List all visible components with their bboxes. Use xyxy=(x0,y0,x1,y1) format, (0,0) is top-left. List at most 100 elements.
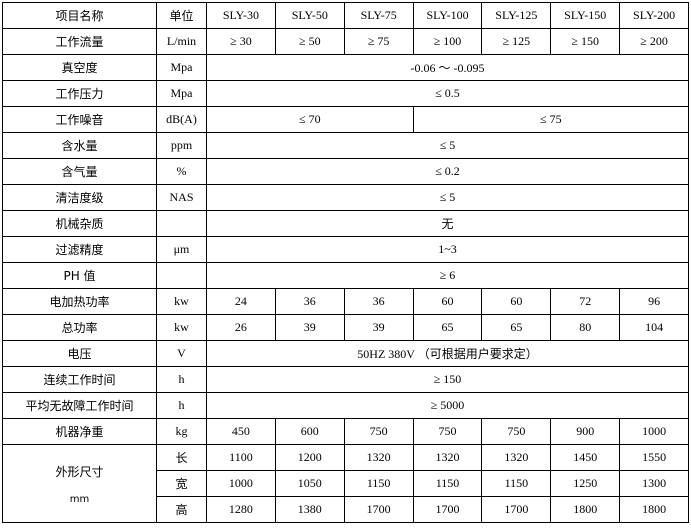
header-cell: SLY-125 xyxy=(481,2,552,29)
unit-cell: μm xyxy=(156,236,207,263)
row: 过滤精度 μm 1~3 xyxy=(2,236,690,263)
row: 机械杂质 无 xyxy=(2,210,690,237)
value-cell: 26 xyxy=(206,314,276,341)
value-cell: ≥ 50 xyxy=(274,28,345,55)
value-cell: ≥ 150 xyxy=(550,28,621,55)
value-cell: 36 xyxy=(274,288,345,315)
row: 含气量% ≤ 0.2 xyxy=(2,158,690,185)
unit-cell: L/min xyxy=(156,28,207,55)
value-cell: 1320 xyxy=(412,444,483,471)
header-cell: 单位 xyxy=(156,2,207,29)
unit-cell: 长 xyxy=(156,444,207,471)
header-cell: SLY-30 xyxy=(206,2,276,29)
row-label: 电压 xyxy=(2,340,157,367)
unit-cell: dB(A) xyxy=(156,106,207,133)
header-cell: SLY-150 xyxy=(550,2,621,29)
value-cell: 600 xyxy=(274,418,345,445)
value-cell: 39 xyxy=(343,314,414,341)
row-label: PH 值 xyxy=(2,262,157,289)
value-cell: 104 xyxy=(619,314,690,341)
value-cell: 1200 xyxy=(274,444,345,471)
row: 工作噪音 dB(A) ≤ 70 ≤ 75 xyxy=(2,106,690,133)
header-cell: SLY-100 xyxy=(412,2,483,29)
value-cell: 450 xyxy=(206,418,276,445)
value-cell: 1300 xyxy=(619,470,690,497)
value-cell: 1380 xyxy=(274,496,345,523)
value-cell: 60 xyxy=(481,288,552,315)
value-cell: 1700 xyxy=(343,496,414,523)
value-cell: 80 xyxy=(550,314,621,341)
row-label: 含水量 xyxy=(2,132,157,159)
value-cell: 1800 xyxy=(550,496,621,523)
value-cell: 900 xyxy=(550,418,621,445)
unit-cell: h xyxy=(156,366,207,393)
row-label: 工作流量 xyxy=(2,28,157,55)
value-cell: 750 xyxy=(412,418,483,445)
row: 外形尺寸 mm 长 1100 1200 1320 1320 1320 1450 1550 xyxy=(2,444,690,523)
header-row: 项目名称 单位 SLY-30 SLY-50 SLY-75 SLY-100 SLY-125 SL… xyxy=(2,2,690,29)
value-cell: ≥ 30 xyxy=(206,28,276,55)
value-cell: 1000 xyxy=(619,418,690,445)
value-cell: ≤ 75 xyxy=(412,106,690,133)
row: 含水量 ppm ≤ 5 xyxy=(2,132,690,159)
unit-cell: NAS xyxy=(156,184,207,211)
row: 工作流量 L/min ≥ 30 ≥ 50 ≥ 75 ≥ 100 ≥ 125 ≥ 150 ≥ 20… xyxy=(2,28,690,55)
unit-cell: 高 xyxy=(156,496,207,523)
value-cell: ≥ 200 xyxy=(619,28,690,55)
unit-cell: ppm xyxy=(156,132,207,159)
row: 清洁度级 NAS ≤ 5 xyxy=(2,184,690,211)
row-label: 含气量 xyxy=(2,158,157,185)
value-cell: 1250 xyxy=(550,470,621,497)
value-cell: 24 xyxy=(206,288,276,315)
value-cell: 750 xyxy=(343,418,414,445)
row: 电加热功率 kw 24 36 36 60 60 72 96 xyxy=(2,288,690,315)
value-cell: 无 xyxy=(205,210,690,237)
row-label: 过滤精度 xyxy=(2,236,157,263)
header-cell: SLY-50 xyxy=(274,2,345,29)
row-label: 连续工作时间 xyxy=(2,366,157,393)
row: 总功率 kw 26 39 39 65 65 80 104 xyxy=(2,314,690,341)
row-label: 真空度 xyxy=(2,54,157,81)
value-cell: 1100 xyxy=(206,444,276,471)
value-cell: -0.06 ～ -0.095 xyxy=(205,54,690,81)
value-cell: ≥ 75 xyxy=(343,28,414,55)
unit-cell: Mpa xyxy=(156,54,207,81)
value-cell: 1~3 xyxy=(205,236,690,263)
unit-cell: h xyxy=(156,392,207,419)
row: 平均无故障工作时间 h ≥ 5000 xyxy=(2,392,690,419)
value-cell: 1150 xyxy=(481,470,552,497)
value-cell: 1150 xyxy=(343,470,414,497)
value-cell: 1150 xyxy=(412,470,483,497)
row: 真空度 Mpa -0.06 ～ -0.095 xyxy=(2,54,690,81)
value-cell: 1800 xyxy=(619,496,690,523)
row-label: 机器净重 xyxy=(2,418,157,445)
row: 宽 1000 1050 1150 1150 1150 1250 1300 xyxy=(3,470,690,497)
value-cell: 72 xyxy=(550,288,621,315)
header-cell: SLY-200 xyxy=(619,2,690,29)
value-cell: ≤ 0.2 xyxy=(205,158,690,185)
value-cell: 1320 xyxy=(481,444,552,471)
value-cell: 1050 xyxy=(274,470,345,497)
row-label: 工作压力 xyxy=(2,80,157,107)
value-cell: 60 xyxy=(412,288,483,315)
row: 工作压力 Mpa ≤ 0.5 xyxy=(2,80,690,107)
row: 机器净重 kg 450 600 750 750 750 900 1000 xyxy=(2,418,690,445)
row-label: 总功率 xyxy=(2,314,157,341)
value-cell: 50HZ 380V （可根据用户要求定） xyxy=(205,340,690,367)
dimension-unit: mm xyxy=(69,493,90,505)
value-cell: ≥ 5000 xyxy=(205,392,690,419)
unit-cell: V xyxy=(156,340,207,367)
value-cell: ≥ 100 xyxy=(412,28,483,55)
dimension-label: 外形尺寸 xyxy=(55,464,104,479)
row: 高 1280 1380 1700 1700 1700 1800 1800 xyxy=(3,496,690,523)
value-cell: 750 xyxy=(481,418,552,445)
value-cell: 1320 xyxy=(343,444,414,471)
unit-cell xyxy=(156,262,207,289)
row-label: 清洁度级 xyxy=(2,184,157,211)
value-cell: ≥ 150 xyxy=(205,366,690,393)
value-cell: ≥ 125 xyxy=(481,28,552,55)
value-cell: 65 xyxy=(481,314,552,341)
